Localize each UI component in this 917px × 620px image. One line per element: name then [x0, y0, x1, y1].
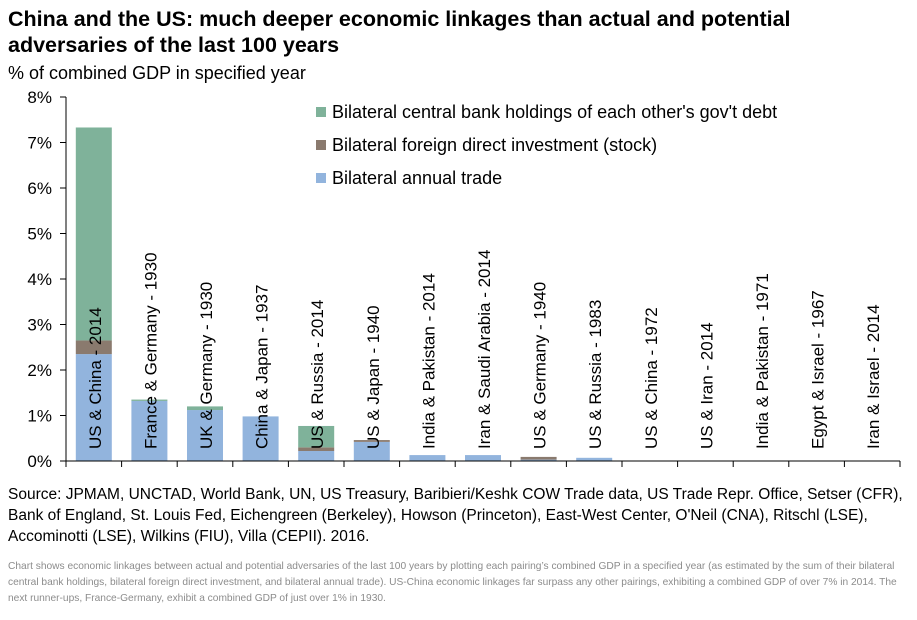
category-label: US & Russia - 1983	[586, 300, 605, 449]
bar-segment	[353, 441, 390, 461]
category-label: US & China - 1972	[642, 307, 661, 449]
bar-segment	[465, 455, 501, 461]
legend-swatch	[316, 173, 326, 183]
category-label: UK & Germany - 1930	[197, 282, 216, 449]
bar-segment	[187, 410, 223, 461]
y-tick-label: 5%	[27, 225, 52, 244]
y-tick-label: 7%	[27, 134, 52, 153]
y-tick-label: 3%	[27, 316, 52, 335]
y-tick-label: 1%	[27, 407, 52, 426]
bar-segment	[242, 416, 279, 461]
y-tick-label: 6%	[27, 179, 52, 198]
y-tick-label: 2%	[27, 361, 52, 380]
category-label: US & China - 2014	[86, 307, 105, 449]
category-label: US & Germany - 1940	[531, 282, 550, 449]
category-label: Iran & Israel - 2014	[864, 304, 883, 449]
category-label: India & Pakistan - 1971	[753, 273, 772, 449]
bar-segment	[298, 450, 335, 461]
category-label: US & Russia - 2014	[308, 300, 327, 449]
category-label: Egypt & Israel - 1967	[809, 290, 828, 449]
source-note: Source: JPMAM, UNCTAD, World Bank, UN, U…	[8, 486, 903, 545]
category-label: China & Japan - 1937	[253, 285, 272, 449]
stacked-bar-chart: 0% 1% 2% 3% 4% 5% 6% 7% 8% US & China - 2014 Franc…	[27, 88, 901, 471]
category-label: Iran & Saudi Arabia - 2014	[475, 250, 494, 449]
category-label: France & Germany - 1930	[141, 252, 160, 449]
y-tick-label: 0%	[27, 452, 52, 471]
bar-segment	[576, 457, 613, 461]
bar-segment	[131, 400, 168, 461]
bar-segment	[75, 354, 112, 461]
legend-label: Bilateral annual trade	[332, 168, 502, 188]
bar-segment	[131, 399, 168, 401]
category-label: US & Iran - 2014	[697, 322, 716, 449]
bar-segment	[520, 456, 557, 460]
bar-segment	[520, 459, 557, 461]
legend-label: Bilateral foreign direct investment (sto…	[332, 135, 657, 155]
bar-segment	[353, 440, 390, 442]
bar-segment	[75, 127, 112, 341]
bar-segment	[298, 425, 335, 448]
bar-segment	[75, 340, 112, 355]
chart-subtitle: % of combined GDP in specified year	[8, 63, 306, 83]
y-tick-label: 4%	[27, 270, 52, 289]
y-tick-label: 8%	[27, 88, 52, 107]
category-label: US & Japan - 1940	[364, 305, 383, 449]
chart-description: Chart shows economic linkages between ac…	[8, 561, 897, 604]
bar-segment	[298, 447, 335, 451]
category-label: India & Pakistan - 2014	[419, 273, 438, 449]
chart-title: China and the US: much deeper economic l…	[8, 7, 791, 57]
bar-segment	[187, 406, 223, 411]
bar-segment	[409, 455, 446, 461]
legend-swatch	[316, 107, 326, 117]
legend-swatch	[316, 140, 326, 150]
legend-label: Bilateral central bank holdings of each …	[332, 102, 777, 122]
